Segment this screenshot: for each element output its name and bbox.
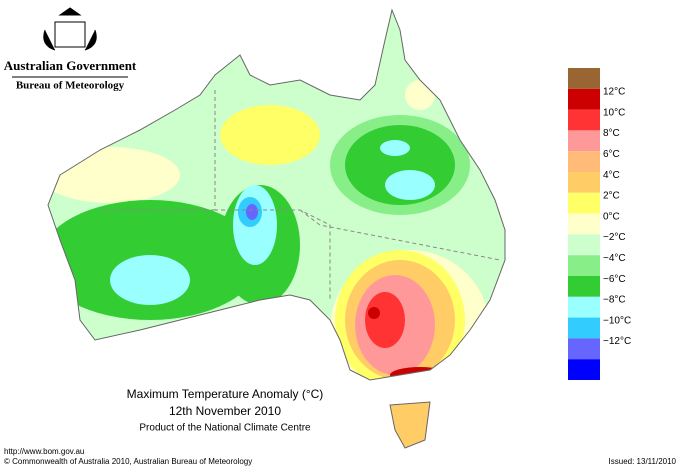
- legend-label: 4°C: [603, 170, 620, 181]
- legend-swatch: [568, 192, 600, 214]
- legend-label: −4°C: [603, 253, 626, 264]
- crest: [43, 7, 97, 51]
- copyright: © Commonwealth of Australia 2010, Austra…: [4, 457, 252, 466]
- bureau: Bureau of Meteorology: [16, 80, 125, 92]
- legend-label: −2°C: [603, 232, 626, 243]
- legend-swatch: [568, 317, 600, 339]
- map-product: Product of the National Climate Centre: [139, 423, 311, 434]
- legend-swatch: [568, 359, 600, 380]
- legend-swatch: [568, 255, 600, 276]
- issued: Issued: 13/11/2010: [609, 457, 677, 466]
- legend-label: 10°C: [603, 107, 625, 118]
- legend-swatch: [568, 338, 600, 360]
- legend-swatch: [568, 296, 600, 318]
- government: Australian Government: [4, 58, 137, 73]
- map-title: Maximum Temperature Anomaly (°C): [127, 387, 324, 401]
- legend-swatch: [568, 130, 600, 152]
- legend-swatch: [568, 88, 600, 110]
- legend-label: 12°C: [603, 87, 625, 98]
- legend-label: 6°C: [603, 149, 620, 160]
- legend-swatch: [568, 234, 600, 256]
- legend-swatch: [568, 151, 600, 172]
- legend-swatch: [568, 172, 600, 193]
- legend-label: −12°C: [603, 336, 631, 347]
- legend-swatch: [568, 276, 600, 297]
- legend-label: −8°C: [603, 295, 626, 306]
- legend-label: 2°C: [603, 191, 620, 202]
- legend-label: 0°C: [603, 211, 620, 222]
- tasmania: [389, 401, 431, 449]
- legend-label: 8°C: [603, 128, 620, 139]
- legend-label: −10°C: [603, 315, 631, 326]
- legend-swatch: [568, 68, 600, 89]
- map-date: 12th November 2010: [169, 404, 281, 418]
- legend-label: −6°C: [603, 274, 626, 285]
- legend-swatch: [568, 213, 600, 235]
- coastline: [47, 8, 506, 381]
- legend: 12°C 10°C 8°C 6°C 4°C 2°C 0°C −2°C −4°C −6°C −8°C −…: [568, 68, 631, 380]
- url[interactable]: http://www.bom.gov.au: [4, 447, 84, 456]
- legend-swatch: [568, 109, 600, 131]
